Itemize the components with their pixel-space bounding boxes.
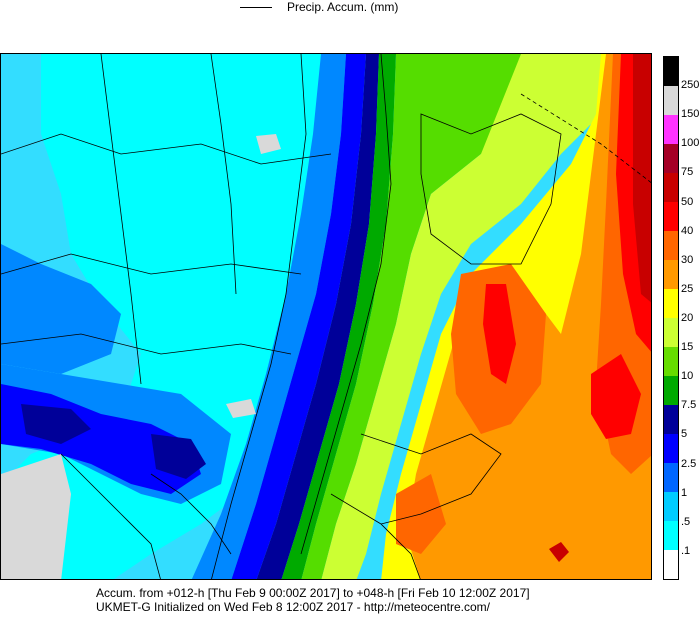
colorbar-swatch — [664, 57, 678, 86]
footer-accum-range: Accum. from +012-h [Thu Feb 9 00:00Z 201… — [96, 586, 530, 600]
colorbar-label: 75 — [681, 166, 694, 179]
colorbar-swatch — [664, 86, 678, 115]
colorbar-swatch — [664, 318, 678, 347]
legend-title: Precip. Accum. (mm) — [240, 0, 398, 14]
colorbar-label: 150 — [681, 108, 700, 121]
precip-spot-grey — [1, 134, 281, 579]
colorbar-label: .5 — [681, 515, 691, 528]
precip-band-15 — [321, 54, 601, 579]
colorbar — [663, 56, 679, 580]
colorbar-label: 250 — [681, 79, 700, 92]
legend-title-text: Precip. Accum. (mm) — [287, 0, 399, 14]
colorbar-swatch — [664, 202, 678, 231]
precip-band-10 — [301, 54, 651, 579]
colorbar-swatch — [664, 405, 678, 434]
colorbar-label: 40 — [681, 224, 694, 237]
precip-band-2p5-coast — [231, 54, 366, 579]
precipitation-map — [0, 53, 652, 580]
colorbar-swatch — [664, 347, 678, 376]
colorbar-label: .1 — [681, 544, 691, 557]
colorbar-label: 10 — [681, 370, 694, 383]
colorbar-label: 20 — [681, 312, 694, 324]
colorbar-swatch — [664, 289, 678, 318]
colorbar-label: 30 — [681, 253, 694, 266]
colorbar-swatch — [664, 115, 678, 144]
colorbar-swatch — [664, 550, 678, 579]
colorbar-swatch — [664, 521, 678, 550]
colorbar-label: 25 — [681, 282, 694, 295]
footer: Accum. from +012-h [Thu Feb 9 00:00Z 201… — [96, 586, 616, 614]
colorbar-swatch — [664, 231, 678, 260]
precip-band-5-lakes — [21, 404, 206, 479]
colorbar-swatch — [664, 144, 678, 173]
footer-init-info: UKMET-G Initialized on Wed Feb 8 12:00Z … — [96, 600, 490, 614]
precip-band-50 — [549, 54, 651, 562]
colorbar-label: 2.5 — [681, 457, 697, 470]
colorbar-label: 5 — [681, 428, 688, 441]
precip-band-5 — [256, 54, 379, 579]
legend-line-sample — [240, 6, 272, 8]
colorbar-label: 15 — [681, 341, 694, 354]
colorbar-labels: 250 150 100 75 50 40 30 25 20 15 10 7.5 5 2.5 1 .5 .1 — [681, 56, 700, 580]
colorbar-swatch — [664, 463, 678, 492]
colorbar-label: 100 — [681, 137, 700, 150]
colorbar-swatch — [664, 492, 678, 521]
colorbar-label: 1 — [681, 486, 688, 499]
colorbar-swatch — [664, 173, 678, 202]
colorbar-label: 50 — [681, 195, 694, 208]
colorbar-swatch — [664, 434, 678, 463]
precip-band-1-coast — [191, 54, 346, 579]
precip-band-1 — [1, 244, 121, 374]
colorbar-label: 7.5 — [681, 399, 697, 412]
colorbar-swatch — [664, 376, 678, 405]
precip-band-7p5 — [281, 54, 396, 579]
boundary-lines — [1, 54, 651, 579]
colorbar-swatch — [664, 260, 678, 289]
